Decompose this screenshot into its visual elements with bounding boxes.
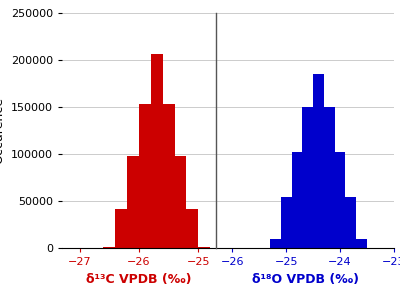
Y-axis label: Occurence: Occurence xyxy=(0,97,5,164)
X-axis label: δ¹⁸O VPDB (‰): δ¹⁸O VPDB (‰) xyxy=(252,273,358,286)
Bar xyxy=(335,151,346,248)
Bar xyxy=(346,197,356,248)
Bar xyxy=(356,239,367,248)
Bar xyxy=(313,74,324,248)
Bar xyxy=(198,247,210,248)
Bar xyxy=(292,151,302,248)
Bar xyxy=(270,239,281,248)
Bar xyxy=(163,104,174,248)
Bar xyxy=(127,156,139,248)
Bar xyxy=(104,247,115,248)
Bar xyxy=(302,107,313,248)
Bar xyxy=(139,104,151,248)
Bar xyxy=(324,107,335,248)
Bar xyxy=(174,156,186,248)
Bar xyxy=(281,197,292,248)
Bar xyxy=(151,54,163,248)
X-axis label: δ¹³C VPDB (‰): δ¹³C VPDB (‰) xyxy=(86,273,192,286)
Bar xyxy=(186,209,198,248)
Bar xyxy=(115,209,127,248)
